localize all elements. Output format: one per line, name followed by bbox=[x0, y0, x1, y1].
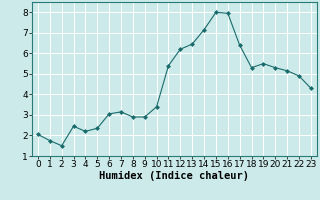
X-axis label: Humidex (Indice chaleur): Humidex (Indice chaleur) bbox=[100, 171, 249, 181]
